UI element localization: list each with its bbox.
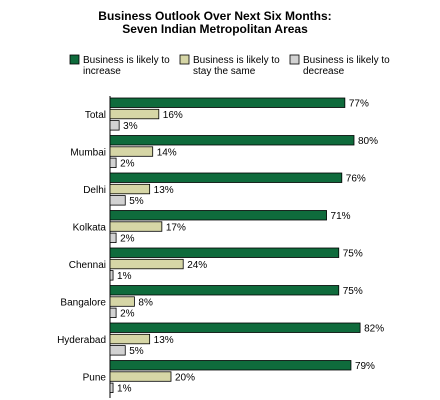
value-label-hyderabad-series-3: 5% <box>129 346 144 357</box>
legend-label-2: Business is likely to <box>193 55 280 66</box>
value-labels: 77% 16% 3% 80% 14% 2% 76% 13% 5% 71% 17% 2% 75% 24% 1%… <box>117 99 384 395</box>
bar-chennai-series-1 <box>109 247 340 258</box>
value-label-bangalore-series-1: 75% <box>343 286 363 297</box>
category-label-mumbai: Mumbai <box>70 147 106 158</box>
bar-pune-series-2 <box>109 371 172 382</box>
bar-kolkata-series-3 <box>109 232 117 244</box>
bar-pune-series-1 <box>109 360 352 371</box>
bar-mumbai-series-2 <box>109 146 154 157</box>
bar-mumbai-series-3 <box>109 157 117 169</box>
bar-total-series-3 <box>109 120 120 131</box>
legend-label-1: increase <box>83 66 121 77</box>
bar-total-series-2 <box>109 108 160 120</box>
category-label-hyderabad: Hyderabad <box>57 335 106 346</box>
value-label-hyderabad-series-1: 82% <box>364 324 384 335</box>
bar-total-series-1 <box>109 97 346 108</box>
bars <box>109 97 361 394</box>
value-label-bangalore-series-3: 2% <box>120 309 135 320</box>
bar-delhi-series-1 <box>109 172 343 183</box>
value-label-chennai-series-3: 1% <box>117 271 132 282</box>
value-label-mumbai-series-1: 80% <box>358 136 378 147</box>
category-label-kolkata: Kolkata <box>73 222 107 233</box>
value-label-pune-series-3: 1% <box>117 384 132 395</box>
bar-hyderabad-series-3 <box>109 345 126 356</box>
legend-swatch-1 <box>69 54 80 65</box>
bar-mumbai-series-1 <box>109 135 355 146</box>
category-label-pune: Pune <box>83 372 107 383</box>
legend-swatch-2 <box>179 54 190 65</box>
bar-bangalore-series-2 <box>109 296 135 307</box>
bar-delhi-series-3 <box>109 195 126 206</box>
value-label-total-series-1: 77% <box>349 99 369 110</box>
legend-label-2: stay the same <box>193 66 256 77</box>
bar-kolkata-series-2 <box>109 221 163 232</box>
value-label-kolkata-series-1: 71% <box>331 211 351 222</box>
category-label-total: Total <box>85 110 106 121</box>
bar-kolkata-series-1 <box>109 210 327 221</box>
category-label-bangalore: Bangalore <box>60 297 106 308</box>
bar-chennai-series-2 <box>109 258 184 270</box>
bar-chennai-series-3 <box>109 270 114 281</box>
value-label-pune-series-2: 20% <box>175 372 195 383</box>
category-label-chennai: Chennai <box>69 260 106 271</box>
value-label-total-series-2: 16% <box>163 110 183 121</box>
value-label-pune-series-1: 79% <box>355 361 375 372</box>
value-label-chennai-series-2: 24% <box>187 260 207 271</box>
value-label-kolkata-series-3: 2% <box>120 234 135 245</box>
legend-swatch-3 <box>289 54 300 65</box>
value-label-delhi-series-1: 76% <box>346 174 366 185</box>
category-labels: Total Mumbai Delhi Kolkata Chennai Bangalore H… <box>57 110 107 383</box>
bar-delhi-series-2 <box>109 183 151 195</box>
bar-hyderabad-series-2 <box>109 333 151 345</box>
value-label-delhi-series-3: 5% <box>129 196 144 207</box>
value-label-mumbai-series-2: 14% <box>157 147 177 158</box>
chart-title: Business Outlook Over Next Six Months:Se… <box>98 9 331 36</box>
value-label-total-series-3: 3% <box>123 121 138 132</box>
bar-hyderabad-series-1 <box>109 322 361 333</box>
bar-pune-series-3 <box>109 382 114 394</box>
value-label-chennai-series-1: 75% <box>343 249 363 260</box>
value-label-hyderabad-series-2: 13% <box>154 335 174 346</box>
bar-bangalore-series-1 <box>109 285 340 296</box>
legend-label-1: Business is likely to <box>83 55 170 66</box>
value-label-bangalore-series-2: 8% <box>138 297 153 308</box>
value-label-kolkata-series-2: 17% <box>166 222 186 233</box>
chart-title-line-1: Business Outlook Over Next Six Months: <box>98 9 331 23</box>
value-label-mumbai-series-3: 2% <box>120 159 135 170</box>
category-label-delhi: Delhi <box>83 185 106 196</box>
legend-label-3: decrease <box>303 66 345 77</box>
chart-title-line-2: Seven Indian Metropolitan Areas <box>122 22 308 36</box>
value-label-delhi-series-2: 13% <box>154 185 174 196</box>
legend-label-3: Business is likely to <box>303 55 390 66</box>
bar-bangalore-series-3 <box>109 307 117 319</box>
